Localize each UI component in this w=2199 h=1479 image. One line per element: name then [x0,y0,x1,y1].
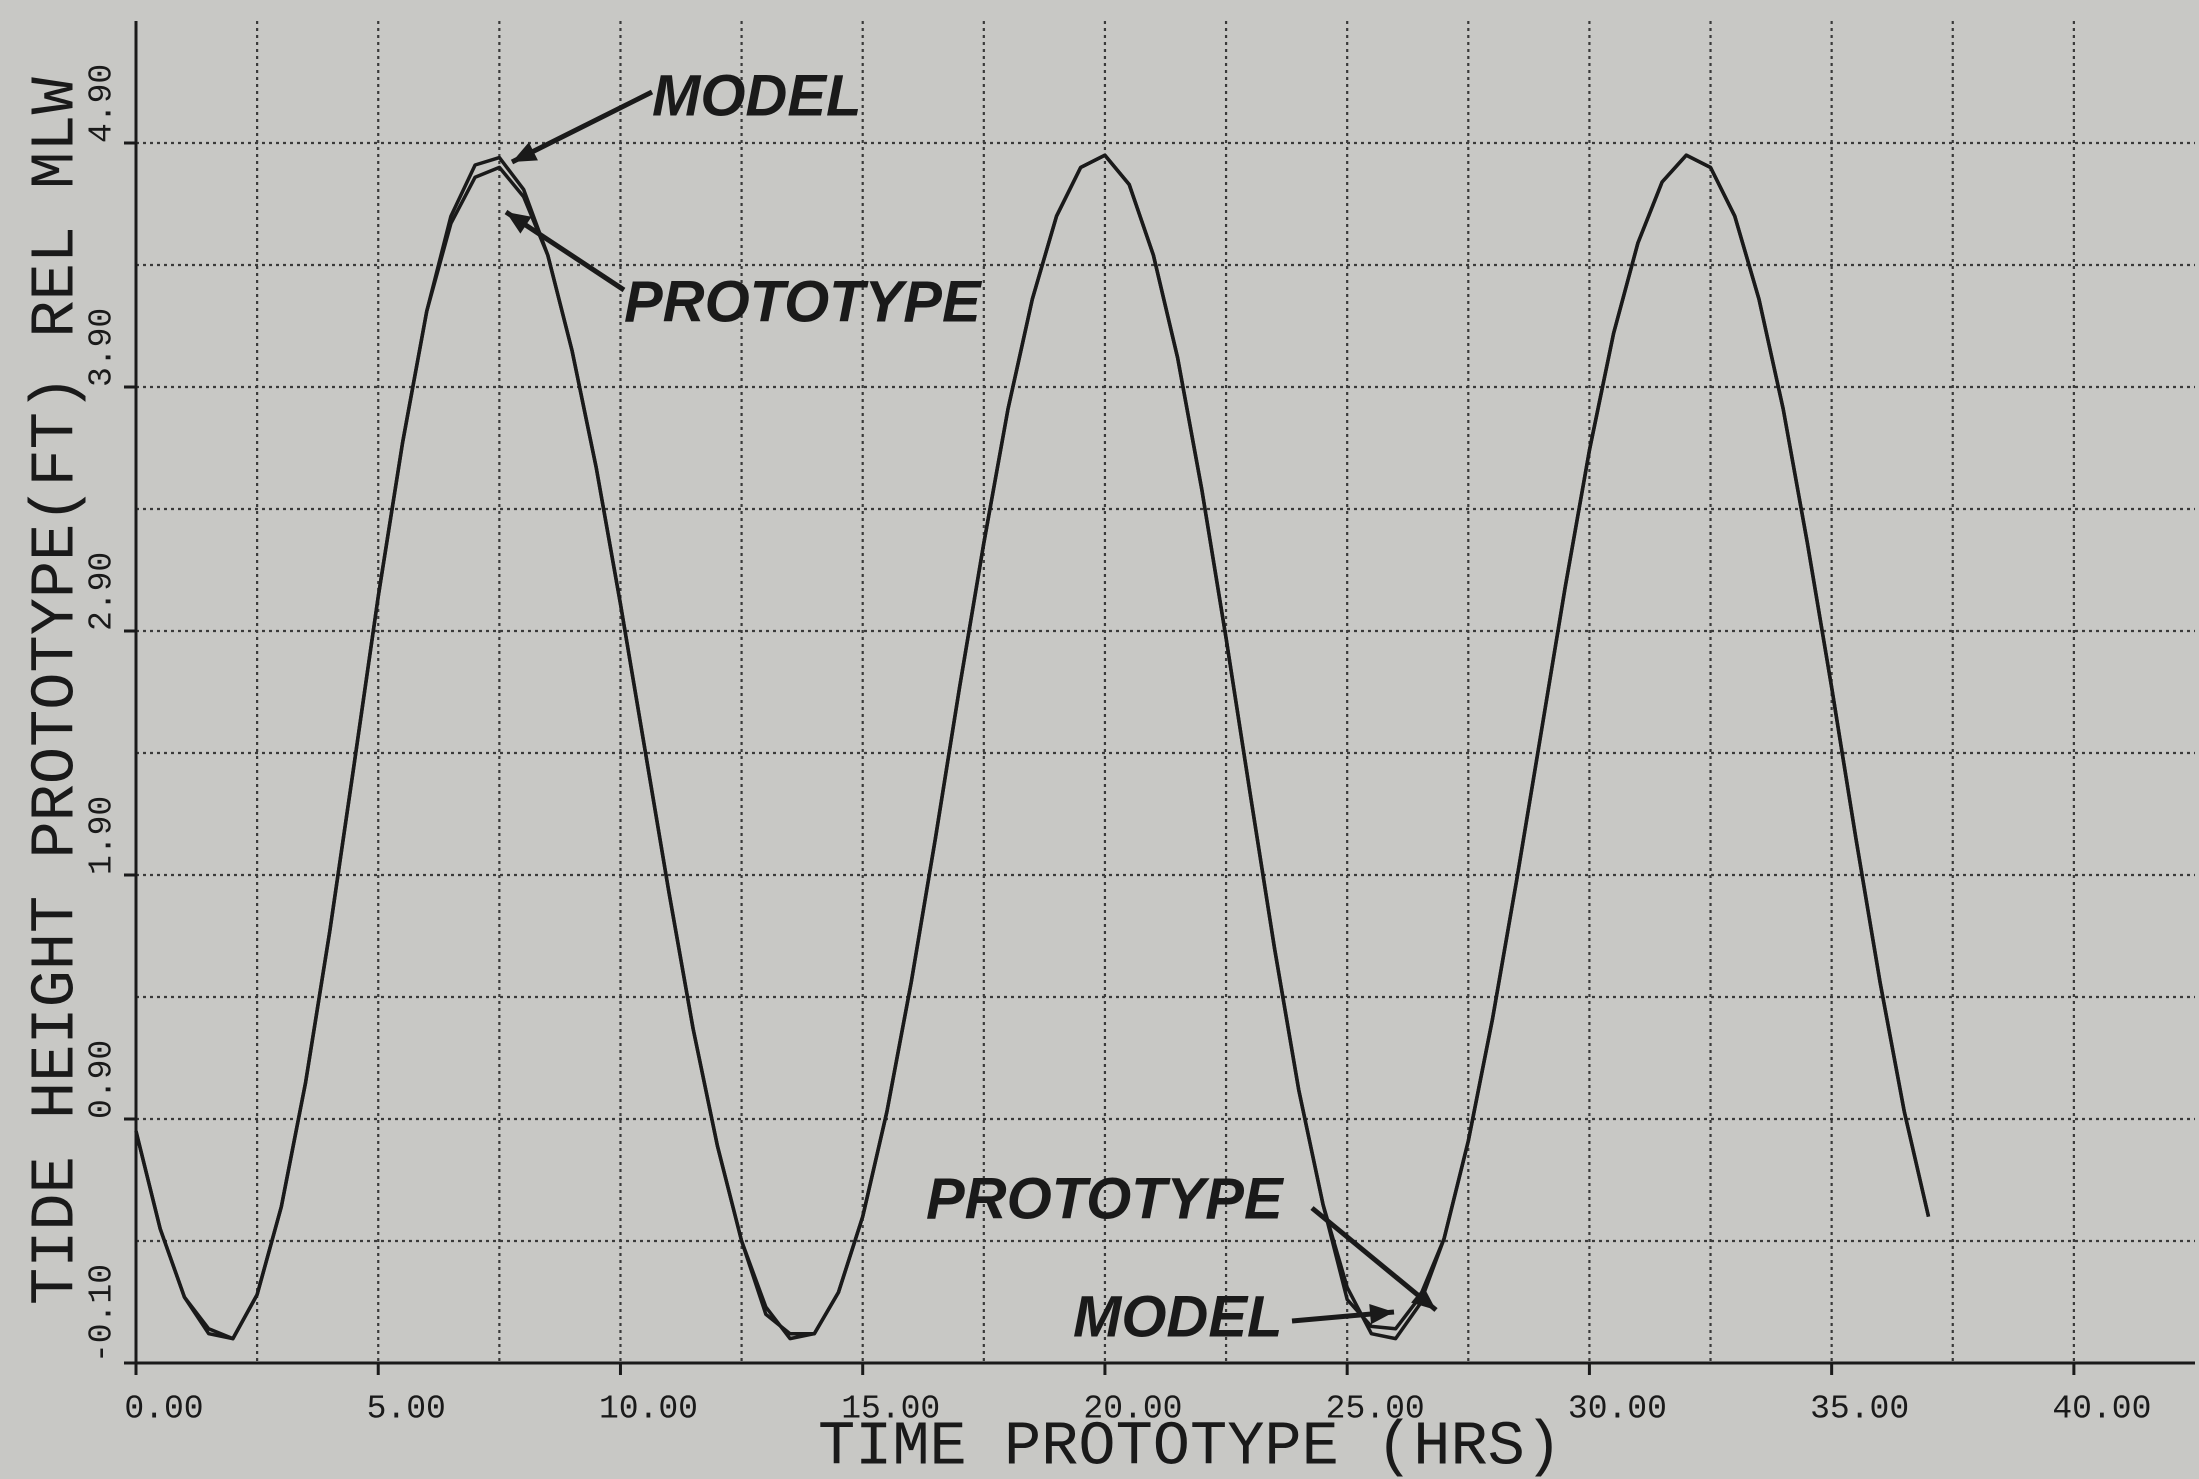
arrow-head [1411,1286,1436,1310]
x-tick-label: 15.00 [841,1391,940,1428]
x-axis-title: TIME PROTOTYPE (HRS) [818,1411,1562,1479]
x-tick-label: 25.00 [1326,1391,1425,1428]
series-line [134,153,1931,1341]
x-tick-label: 10.00 [599,1391,698,1428]
x-tick-label: 35.00 [1810,1391,1909,1428]
arrow-head [1369,1304,1394,1325]
x-tick-label: 20.00 [1083,1391,1182,1428]
y-tick-label: -0.10 [84,1264,121,1363]
annotation: PROTOTYPE [624,269,983,334]
arrow-head [512,142,538,162]
y-tick-label: 0.90 [84,1040,121,1119]
y-tick-label: 3.90 [84,308,121,387]
x-tick-label: 40.00 [2052,1391,2151,1428]
annotation-arrow [1310,1206,1438,1312]
x-tick-label: 30.00 [1568,1391,1667,1428]
annotation: MODEL [1073,1284,1282,1349]
annotation: MODEL [652,63,861,128]
x-tick-label: 0.00 [124,1391,203,1428]
y-tick-label: 4.90 [84,64,121,143]
y-tick-label: 2.90 [84,552,121,631]
x-tick-label: 5.00 [367,1391,446,1428]
annotation-arrow [510,89,654,165]
y-axis-title: TIDE HEIGHT PROTOTYPE(FT) REL MLW [20,76,91,1305]
annotation: PROTOTYPE [926,1166,1285,1231]
arrow-head [506,212,532,234]
y-tick-label: 1.90 [84,796,121,875]
